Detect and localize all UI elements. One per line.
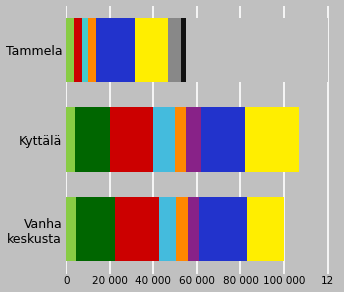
Bar xyxy=(66,18,74,82)
Bar xyxy=(186,107,201,172)
Bar xyxy=(115,197,159,261)
Bar xyxy=(188,197,199,261)
Bar xyxy=(181,18,186,82)
Bar xyxy=(186,18,327,82)
Bar xyxy=(168,18,181,82)
Bar xyxy=(96,18,135,82)
Bar xyxy=(75,107,110,172)
Bar xyxy=(199,197,247,261)
Bar xyxy=(110,107,153,172)
Bar xyxy=(88,18,96,82)
Bar xyxy=(159,197,176,261)
Bar xyxy=(82,18,88,82)
Bar xyxy=(76,197,115,261)
Bar xyxy=(66,107,75,172)
Bar xyxy=(153,107,175,172)
Bar xyxy=(66,197,76,261)
Bar xyxy=(74,18,82,82)
Bar xyxy=(245,107,299,172)
Bar xyxy=(201,107,245,172)
Bar xyxy=(135,18,168,82)
Bar xyxy=(175,107,186,172)
Bar xyxy=(176,197,188,261)
Bar xyxy=(247,197,284,261)
